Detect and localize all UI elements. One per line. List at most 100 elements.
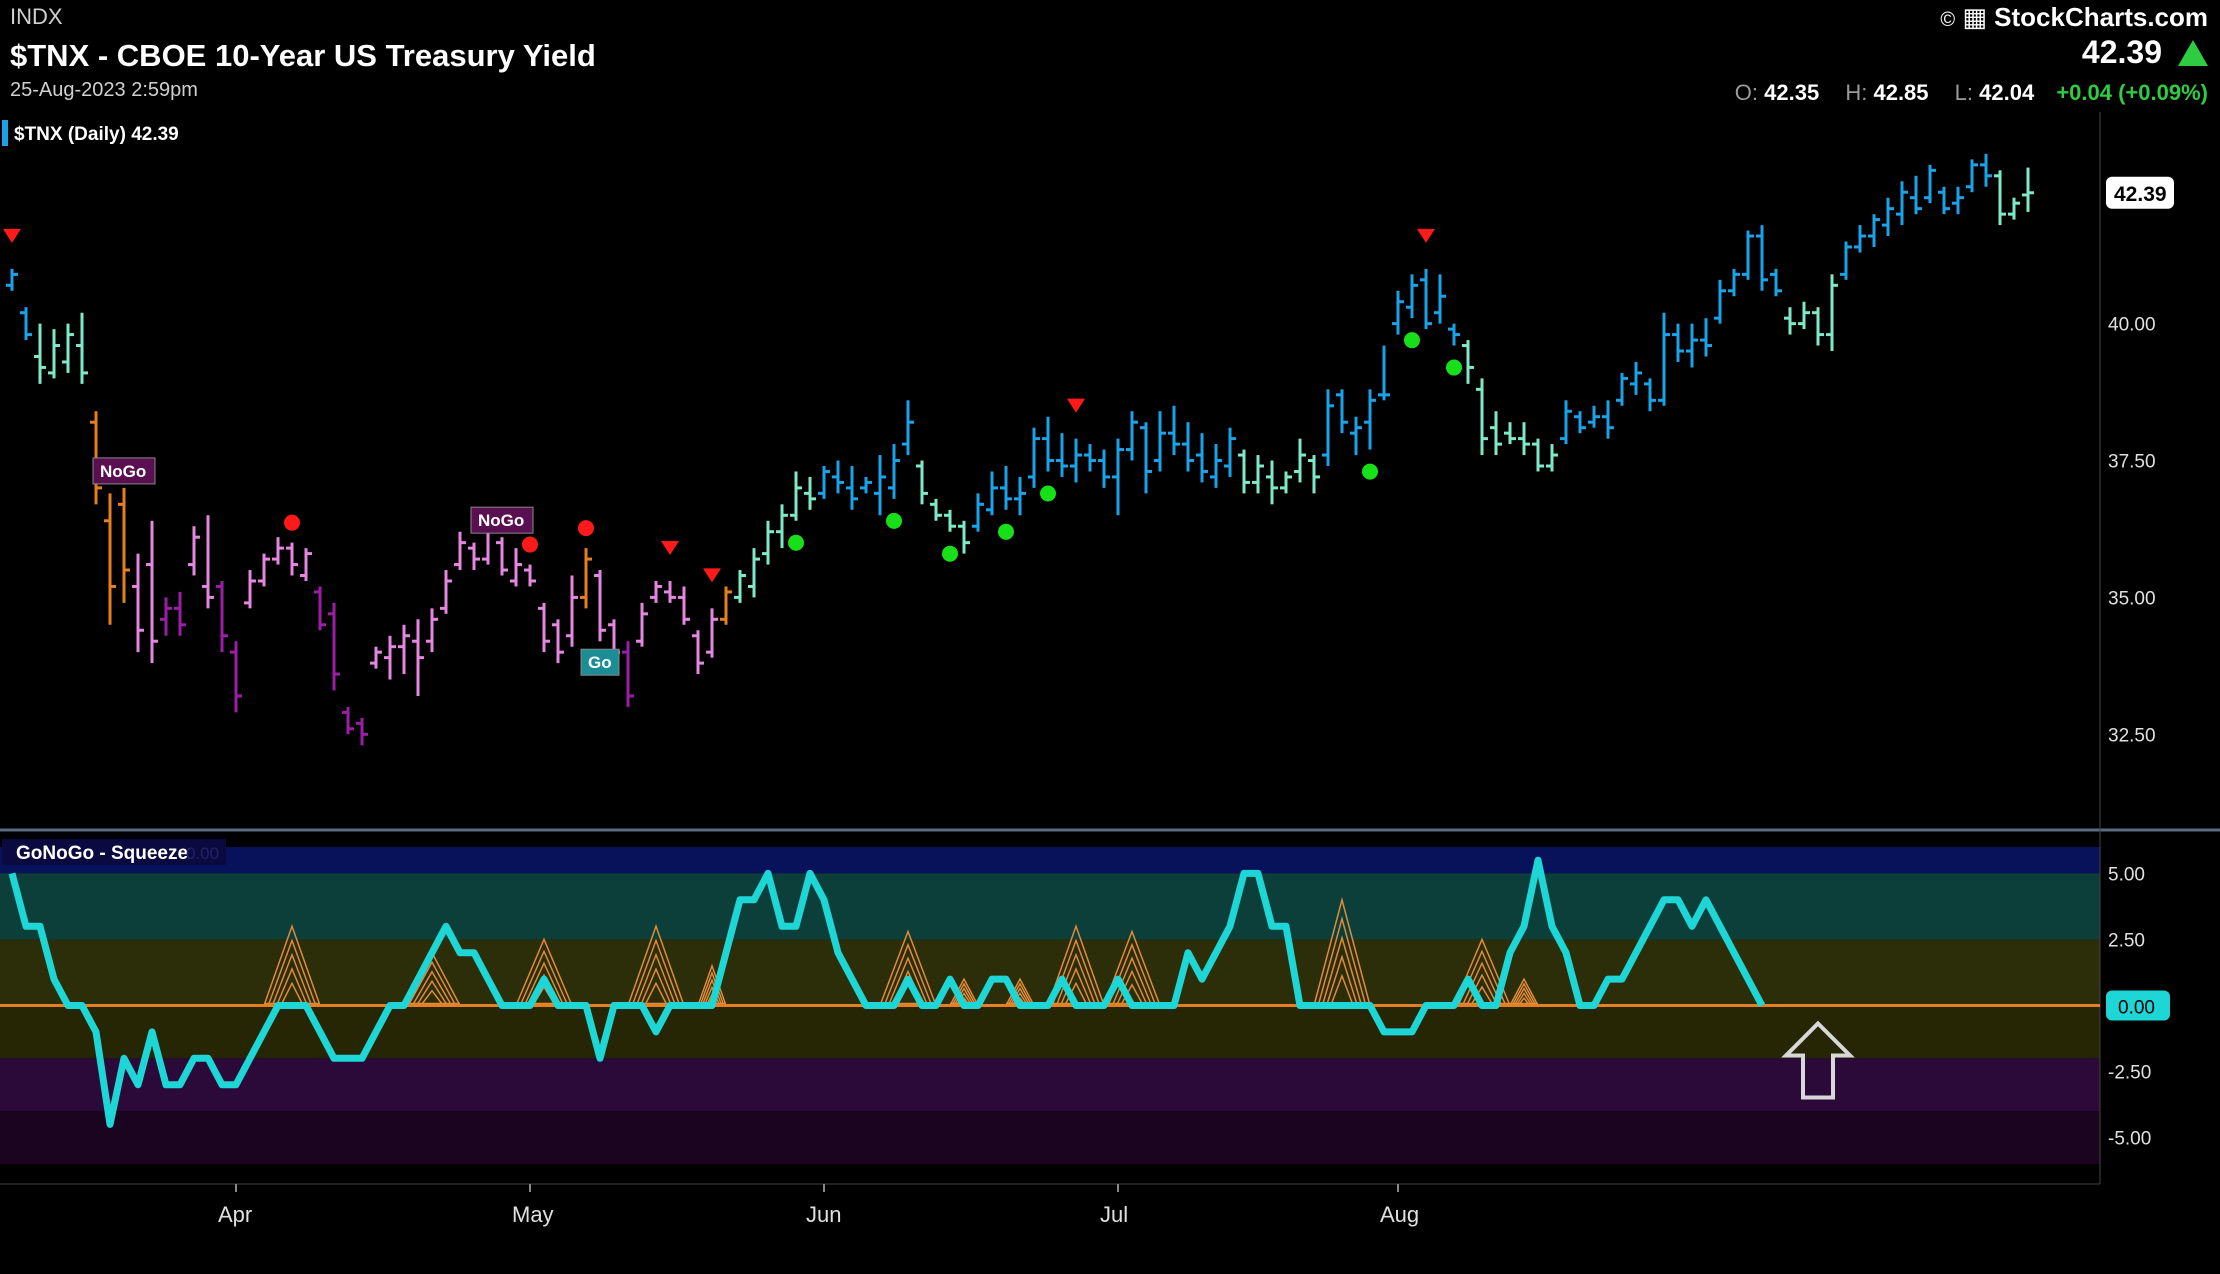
trend-label-text: Go [588,653,612,672]
go-trend-dot [998,523,1014,540]
price-tick-label: 35.00 [2108,588,2156,609]
ohlc-bar [720,586,732,625]
ohlc-bar [1126,411,1138,461]
ohlc-bar [146,520,158,664]
ohlc-bar [846,466,858,510]
ohlc-bar [1392,290,1404,335]
go-trend-dot [1446,359,1462,376]
low-value: 42.04 [1979,80,2035,105]
squeeze-line [701,978,723,1006]
ohlc-bar [650,580,662,603]
trend-label-box [580,648,620,676]
ohlc-bar [1826,274,1838,352]
squeeze-line [1047,923,1105,1006]
last-price-tag [2106,176,2174,209]
ohlc-readout: O: 42.35 H: 42.85 L: 42.04 +0.04 (+0.09%… [1715,80,2208,106]
ohlc-bar [776,504,788,549]
ohlc-bar [986,471,998,516]
ohlc-bar [692,630,704,675]
go-trend-dot [1040,485,1056,502]
squeeze-line [415,979,449,1006]
price-change: +0.04 (+0.09%) [2056,80,2208,105]
squeeze-line [1313,896,1371,1006]
month-label: Jun [806,1202,841,1227]
price-panel-label: $TNX (Daily) 42.39 [2,120,179,146]
ohlc-bar [1546,444,1558,472]
ohlc-bar [958,520,970,554]
squeeze-line [523,961,565,1006]
ohlc-bar [1434,274,1446,324]
oscillator-line [8,856,1766,1128]
ohlc-bar [216,580,228,653]
squeeze-line [699,970,725,1006]
ohlc-bar [258,553,270,587]
chart-datetime: 25-Aug-2023 2:59pm [10,79,198,101]
squeeze-line [1330,973,1354,1006]
ohlc-bar [1812,307,1824,346]
squeeze-line [1513,987,1535,1006]
price-panel-title: $TNX (Daily) 42.39 [14,124,179,145]
squeeze-line [411,970,453,1006]
ohlc-bar [706,608,718,658]
go-trend-dot [788,534,804,551]
brand-name: StockCharts.com [1994,2,2208,32]
ohlc-bar [160,597,172,636]
high-label: H: [1845,80,1868,105]
price-legend-swatch [2,120,8,146]
exchange-label: INDX [10,4,63,29]
ohlc-bar [790,471,802,521]
ohlc-bar [1588,405,1600,428]
go-trend-dot [886,512,902,529]
osc-band-5 [0,1111,2100,1164]
ohlc-bar [1280,471,1292,494]
ohlc-bar [1308,455,1320,494]
ohlc-bar [762,520,774,565]
osc-title-value: 0.00 [186,844,219,863]
ohlc-bar [1630,361,1642,395]
squeeze-line [697,963,727,1006]
signal-markers: NoGo NoGo Go [3,228,1462,676]
squeeze-line [635,952,677,1006]
ohlc-bar [1028,427,1040,488]
ohlc-bar [902,400,914,456]
ohlc-bar [1448,323,1460,346]
ohlc-bar [678,586,690,625]
squeeze-line [1321,935,1363,1006]
ohlc-bar [426,608,438,653]
ohlc-bar [1966,159,1978,193]
ohlc-bar [468,542,480,571]
ohlc-bar [1714,279,1726,324]
squeeze-line [1055,952,1097,1006]
squeeze-line [420,989,444,1006]
ohlc-bar [62,323,74,373]
osc-band-0 [0,847,2100,874]
high-value: 42.85 [1873,80,1929,105]
ohlc-bar [1196,433,1208,483]
ohlc-bar [342,706,354,735]
ohlc-bar [594,570,606,642]
ohlc-bar [1700,318,1712,357]
ohlc-bar [2008,197,2020,220]
ohlc-bar [874,455,886,516]
ohlc-bar [1756,225,1768,291]
ohlc-bar [622,641,634,707]
ohlc-bar [1000,466,1012,510]
squeeze-line [515,937,573,1006]
ohlc-bar [1490,411,1502,456]
squeeze-line [1317,916,1367,1006]
ohlc-bar [832,460,844,494]
ohlc-bar [1910,175,1922,215]
ohlc-bar [972,493,984,532]
brand-logo[interactable]: © ▦ StockCharts.com [1940,2,2208,33]
countertrend-marker [3,228,21,243]
osc-band-4 [0,1058,2100,1112]
ohlc-bar [1154,411,1166,472]
osc-band-1 [0,873,2100,940]
ohlc-bar [664,580,676,603]
ohlc-bar [412,619,424,696]
ohlc-bar [1686,323,1698,368]
month-label: May [512,1202,554,1227]
ohlc-bar [1098,449,1110,488]
ohlc-bar [1952,186,1964,215]
price-chart[interactable]: NoGo NoGo Go 32.50 35.00 37.50 40.00 42.39 5.00… [0,112,2220,1274]
